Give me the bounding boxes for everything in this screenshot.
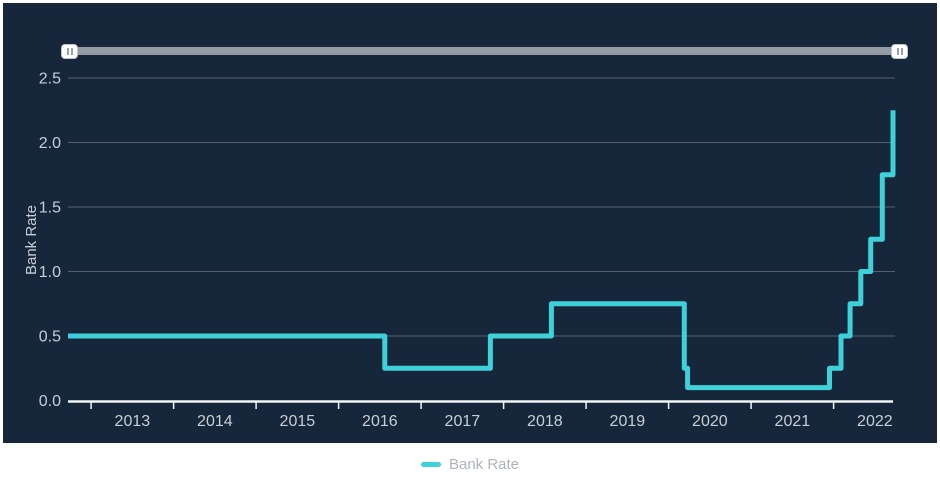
x-tick-label: 2018 <box>527 413 563 430</box>
chart-panel: 0.0 0.5 1.0 1.5 2.0 2.5 2013 2014 2015 2016 2017 20… <box>3 3 937 443</box>
x-tick-label: 2019 <box>610 413 646 430</box>
y-tick-label: 2.0 <box>39 135 61 152</box>
x-tick-label: 2016 <box>362 413 398 430</box>
y-tick-label: 1.0 <box>39 264 61 281</box>
legend-label-bank-rate: Bank Rate <box>448 456 520 473</box>
range-slider-handle-right[interactable] <box>891 43 908 59</box>
bank-rate-chart: 0.0 0.5 1.0 1.5 2.0 2.5 2013 2014 2015 2016 2017 20… <box>23 71 896 431</box>
y-tick-label: 0.0 <box>39 393 61 410</box>
axes-group <box>68 400 893 409</box>
bank-rate-series-line[interactable] <box>68 110 896 391</box>
axis-labels-group: 0.0 0.5 1.0 1.5 2.0 2.5 2013 2014 2015 2016 2017 20… <box>39 71 893 431</box>
x-tick-label: 2021 <box>775 413 811 430</box>
x-tick-label: 2015 <box>280 413 316 430</box>
x-tick-label: 2014 <box>197 413 233 430</box>
y-tick-label: 1.5 <box>39 200 61 217</box>
chart-legend[interactable]: Bank Rate <box>0 456 940 473</box>
y-tick-label: 2.5 <box>39 71 61 88</box>
y-axis-title: Bank Rate <box>23 205 40 275</box>
x-tick-label: 2020 <box>692 413 728 430</box>
range-slider-track[interactable] <box>61 43 908 59</box>
gridlines-group <box>68 77 895 337</box>
range-slider-handle-left[interactable] <box>61 43 78 59</box>
x-tick-label: 2013 <box>115 413 151 430</box>
grip-icon <box>66 47 73 55</box>
series-group <box>68 110 896 391</box>
x-tick-label: 2017 <box>445 413 481 430</box>
grip-icon <box>896 47 903 55</box>
y-tick-label: 0.5 <box>39 329 61 346</box>
x-tick-label: 2022 <box>857 413 893 430</box>
legend-marker-bank-rate <box>420 462 441 467</box>
